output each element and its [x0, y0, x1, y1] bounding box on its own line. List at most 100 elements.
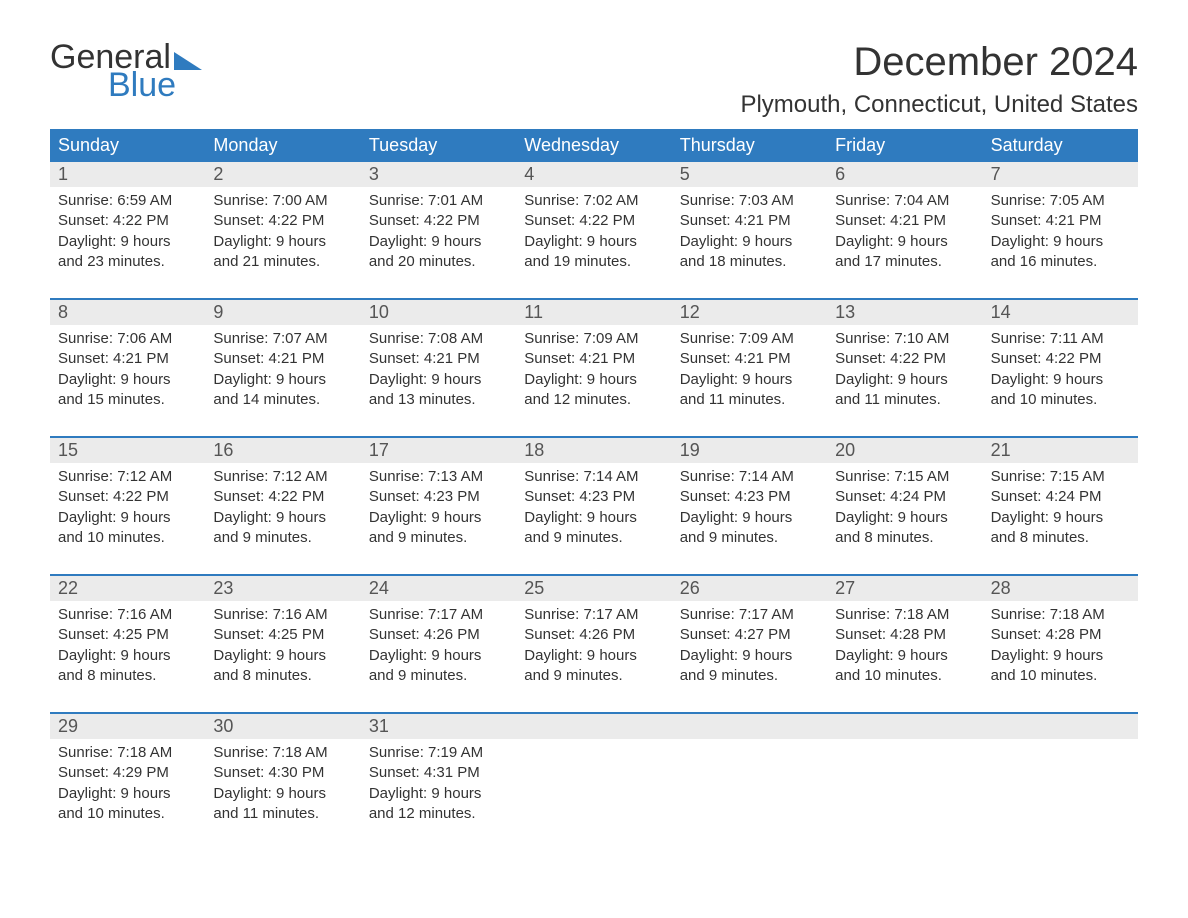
- weekday-header-row: Sunday Monday Tuesday Wednesday Thursday…: [50, 129, 1138, 162]
- day-details: Sunrise: 7:05 AMSunset: 4:21 PMDaylight:…: [983, 187, 1138, 280]
- daylight-line-2: and 11 minutes.: [835, 390, 974, 410]
- day-details: Sunrise: 7:01 AMSunset: 4:22 PMDaylight:…: [361, 187, 516, 280]
- day-number: 27: [827, 576, 982, 601]
- day-number: 18: [516, 438, 671, 463]
- day-number: 7: [983, 162, 1138, 187]
- day-details: Sunrise: 7:18 AMSunset: 4:28 PMDaylight:…: [983, 601, 1138, 694]
- logo-text-blue: Blue: [108, 68, 202, 102]
- daylight-line-1: Daylight: 9 hours: [58, 646, 197, 666]
- daylight-line-2: and 8 minutes.: [991, 528, 1130, 548]
- daylight-line-1: Daylight: 9 hours: [835, 232, 974, 252]
- day-number: 28: [983, 576, 1138, 601]
- daylight-line-1: Daylight: 9 hours: [213, 232, 352, 252]
- calendar-cell: 30Sunrise: 7:18 AMSunset: 4:30 PMDayligh…: [205, 714, 360, 832]
- sunset-line: Sunset: 4:26 PM: [524, 625, 663, 645]
- sunrise-line: Sunrise: 7:12 AM: [213, 467, 352, 487]
- calendar-cell: 29Sunrise: 7:18 AMSunset: 4:29 PMDayligh…: [50, 714, 205, 832]
- sunrise-line: Sunrise: 7:09 AM: [680, 329, 819, 349]
- sunrise-line: Sunrise: 7:17 AM: [524, 605, 663, 625]
- calendar-cell: 31Sunrise: 7:19 AMSunset: 4:31 PMDayligh…: [361, 714, 516, 832]
- day-details: Sunrise: 7:18 AMSunset: 4:29 PMDaylight:…: [50, 739, 205, 832]
- daylight-line-2: and 9 minutes.: [369, 666, 508, 686]
- sunset-line: Sunset: 4:22 PM: [58, 211, 197, 231]
- sunrise-line: Sunrise: 7:05 AM: [991, 191, 1130, 211]
- daylight-line-2: and 10 minutes.: [835, 666, 974, 686]
- calendar-cell: 4Sunrise: 7:02 AMSunset: 4:22 PMDaylight…: [516, 162, 671, 280]
- sunset-line: Sunset: 4:22 PM: [524, 211, 663, 231]
- daylight-line-1: Daylight: 9 hours: [524, 370, 663, 390]
- day-number: 10: [361, 300, 516, 325]
- daylight-line-1: Daylight: 9 hours: [369, 646, 508, 666]
- day-number: 5: [672, 162, 827, 187]
- day-number: 26: [672, 576, 827, 601]
- weekday-header: Friday: [827, 129, 982, 162]
- daylight-line-2: and 8 minutes.: [835, 528, 974, 548]
- day-number: 6: [827, 162, 982, 187]
- sunrise-line: Sunrise: 7:10 AM: [835, 329, 974, 349]
- sunset-line: Sunset: 4:23 PM: [524, 487, 663, 507]
- calendar-cell: 17Sunrise: 7:13 AMSunset: 4:23 PMDayligh…: [361, 438, 516, 556]
- daylight-line-2: and 11 minutes.: [680, 390, 819, 410]
- day-number: 30: [205, 714, 360, 739]
- weeks-container: 1Sunrise: 6:59 AMSunset: 4:22 PMDaylight…: [50, 162, 1138, 832]
- day-number: 25: [516, 576, 671, 601]
- day-number: 16: [205, 438, 360, 463]
- sunrise-line: Sunrise: 7:13 AM: [369, 467, 508, 487]
- sunrise-line: Sunrise: 7:16 AM: [58, 605, 197, 625]
- sunrise-line: Sunrise: 7:00 AM: [213, 191, 352, 211]
- daylight-line-2: and 10 minutes.: [58, 804, 197, 824]
- daylight-line-2: and 8 minutes.: [213, 666, 352, 686]
- sunset-line: Sunset: 4:27 PM: [680, 625, 819, 645]
- daylight-line-2: and 9 minutes.: [680, 666, 819, 686]
- daylight-line-2: and 18 minutes.: [680, 252, 819, 272]
- sunrise-line: Sunrise: 7:18 AM: [835, 605, 974, 625]
- day-number: 13: [827, 300, 982, 325]
- calendar-cell: 24Sunrise: 7:17 AMSunset: 4:26 PMDayligh…: [361, 576, 516, 694]
- calendar-cell: 12Sunrise: 7:09 AMSunset: 4:21 PMDayligh…: [672, 300, 827, 418]
- sunset-line: Sunset: 4:26 PM: [369, 625, 508, 645]
- day-details: Sunrise: 7:16 AMSunset: 4:25 PMDaylight:…: [205, 601, 360, 694]
- day-number: 8: [50, 300, 205, 325]
- sunset-line: Sunset: 4:25 PM: [213, 625, 352, 645]
- day-details: Sunrise: 7:03 AMSunset: 4:21 PMDaylight:…: [672, 187, 827, 280]
- calendar-week: 8Sunrise: 7:06 AMSunset: 4:21 PMDaylight…: [50, 298, 1138, 418]
- sunrise-line: Sunrise: 7:15 AM: [991, 467, 1130, 487]
- day-number: 19: [672, 438, 827, 463]
- calendar-cell: 15Sunrise: 7:12 AMSunset: 4:22 PMDayligh…: [50, 438, 205, 556]
- daylight-line-1: Daylight: 9 hours: [991, 508, 1130, 528]
- daylight-line-1: Daylight: 9 hours: [524, 232, 663, 252]
- sunset-line: Sunset: 4:22 PM: [991, 349, 1130, 369]
- sunset-line: Sunset: 4:23 PM: [680, 487, 819, 507]
- day-number: 24: [361, 576, 516, 601]
- daylight-line-2: and 19 minutes.: [524, 252, 663, 272]
- day-details: Sunrise: 7:10 AMSunset: 4:22 PMDaylight:…: [827, 325, 982, 418]
- calendar-cell: 11Sunrise: 7:09 AMSunset: 4:21 PMDayligh…: [516, 300, 671, 418]
- daylight-line-1: Daylight: 9 hours: [213, 370, 352, 390]
- month-title: December 2024: [740, 40, 1138, 85]
- sunrise-line: Sunrise: 7:14 AM: [524, 467, 663, 487]
- calendar-cell: 25Sunrise: 7:17 AMSunset: 4:26 PMDayligh…: [516, 576, 671, 694]
- sunrise-line: Sunrise: 7:17 AM: [680, 605, 819, 625]
- day-details: Sunrise: 7:19 AMSunset: 4:31 PMDaylight:…: [361, 739, 516, 832]
- day-details: Sunrise: 7:15 AMSunset: 4:24 PMDaylight:…: [983, 463, 1138, 556]
- sunset-line: Sunset: 4:21 PM: [213, 349, 352, 369]
- calendar-cell: 5Sunrise: 7:03 AMSunset: 4:21 PMDaylight…: [672, 162, 827, 280]
- day-number: 31: [361, 714, 516, 739]
- weekday-header: Tuesday: [361, 129, 516, 162]
- daylight-line-1: Daylight: 9 hours: [991, 646, 1130, 666]
- day-number: 15: [50, 438, 205, 463]
- sunrise-line: Sunrise: 7:18 AM: [991, 605, 1130, 625]
- day-number: 11: [516, 300, 671, 325]
- day-number: 1: [50, 162, 205, 187]
- location-subtitle: Plymouth, Connecticut, United States: [740, 91, 1138, 119]
- calendar-cell: 7Sunrise: 7:05 AMSunset: 4:21 PMDaylight…: [983, 162, 1138, 280]
- daylight-line-2: and 9 minutes.: [369, 528, 508, 548]
- daylight-line-1: Daylight: 9 hours: [835, 508, 974, 528]
- sunrise-line: Sunrise: 7:09 AM: [524, 329, 663, 349]
- sunrise-line: Sunrise: 7:19 AM: [369, 743, 508, 763]
- day-number: 9: [205, 300, 360, 325]
- calendar-week: 22Sunrise: 7:16 AMSunset: 4:25 PMDayligh…: [50, 574, 1138, 694]
- sunset-line: Sunset: 4:25 PM: [58, 625, 197, 645]
- calendar-cell: 20Sunrise: 7:15 AMSunset: 4:24 PMDayligh…: [827, 438, 982, 556]
- day-details: Sunrise: 7:12 AMSunset: 4:22 PMDaylight:…: [205, 463, 360, 556]
